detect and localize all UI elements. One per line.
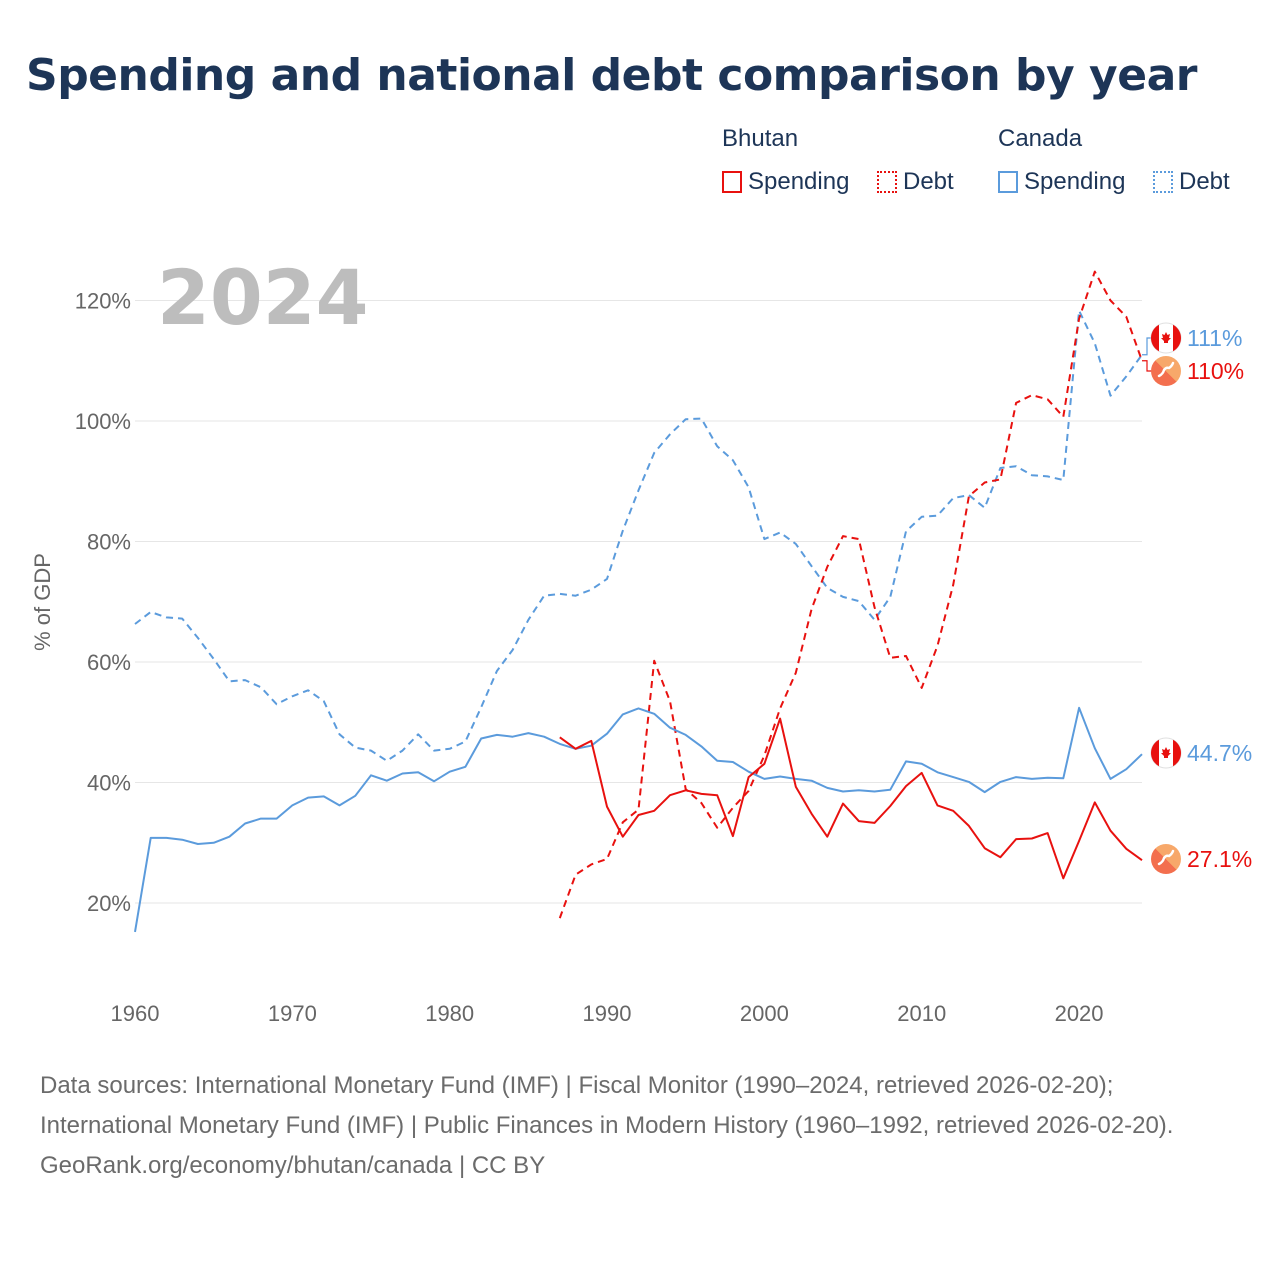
series-lines <box>134 270 1143 933</box>
y-tick-label: 100% <box>75 409 131 434</box>
leader-line <box>1142 337 1152 356</box>
legend-bhutan-spending[interactable]: Spending <box>722 168 849 196</box>
series-line-bhutan-spending[interactable] <box>559 717 1143 880</box>
legend-label: Debt <box>1179 168 1230 195</box>
y-tick-label: 40% <box>87 771 131 796</box>
legend-swatch-solid-icon <box>998 171 1018 193</box>
bhutan-flag-icon <box>1151 356 1181 386</box>
leader-line <box>1142 360 1152 372</box>
end-value-label: 110% <box>1187 358 1244 384</box>
attribution-link[interactable]: GeoRank.org/economy/bhutan/canada | CC B… <box>40 1152 546 1179</box>
gridlines <box>135 300 1142 904</box>
legend-label: Spending <box>1024 168 1126 195</box>
x-tick-label: 1990 <box>583 1001 632 1026</box>
line-chart: 2024 % of GDP 20%40%60%80%100%120% 1960 1… <box>30 253 1252 1026</box>
x-axis-ticks: 1960 1970 1980 1990 2000 2010 2020 <box>111 1001 1104 1026</box>
legend-label: Spending <box>748 168 850 195</box>
end-value-label: 44.7% <box>1187 740 1252 766</box>
series-line-canada-spending[interactable] <box>134 706 1143 933</box>
x-tick-label: 2010 <box>897 1001 946 1026</box>
x-tick-label: 1980 <box>425 1001 474 1026</box>
x-tick-label: 1960 <box>111 1001 160 1026</box>
canada-flag-icon <box>1150 322 1182 354</box>
legend-bhutan-debt[interactable]: Debt <box>877 168 954 196</box>
y-tick-label: 120% <box>75 289 131 314</box>
series-line-canada-debt[interactable] <box>134 309 1143 762</box>
bhutan-flag-icon <box>1151 844 1181 874</box>
y-axis-ticks: 20% 40% 60% 80% 100% 120% <box>75 289 131 917</box>
y-tick-label: 60% <box>87 650 131 675</box>
sources-text: Data sources: International Monetary Fun… <box>40 1072 1174 1139</box>
data-sources: Data sources: International Monetary Fun… <box>40 1066 1240 1186</box>
legend-swatch-dotted-icon <box>1153 171 1173 193</box>
legend-label: Debt <box>903 168 954 195</box>
legend-canada-spending[interactable]: Spending <box>998 168 1125 196</box>
legend-country-bhutan: Bhutan <box>722 125 799 152</box>
y-axis-label: % of GDP <box>30 553 55 651</box>
end-labels: 44.7% 111% 27.1% 110% <box>1142 322 1252 874</box>
x-tick-label: 2020 <box>1055 1001 1104 1026</box>
x-tick-label: 1970 <box>268 1001 317 1026</box>
series-line-bhutan-debt[interactable] <box>558 270 1143 919</box>
y-tick-label: 80% <box>87 530 131 555</box>
legend-canada-debt[interactable]: Debt <box>1153 168 1230 196</box>
legend-country-canada: Canada <box>998 125 1083 152</box>
chart-title: Spending and national debt comparison by… <box>26 50 1197 101</box>
legend-swatch-solid-icon <box>722 171 742 193</box>
x-tick-label: 2000 <box>740 1001 789 1026</box>
y-tick-label: 20% <box>87 891 131 916</box>
canada-flag-icon <box>1150 737 1182 769</box>
end-value-label: 111% <box>1187 325 1242 351</box>
end-value-label: 27.1% <box>1187 846 1252 872</box>
year-label: 2024 <box>157 253 369 342</box>
legend-swatch-dotted-icon <box>877 171 897 193</box>
